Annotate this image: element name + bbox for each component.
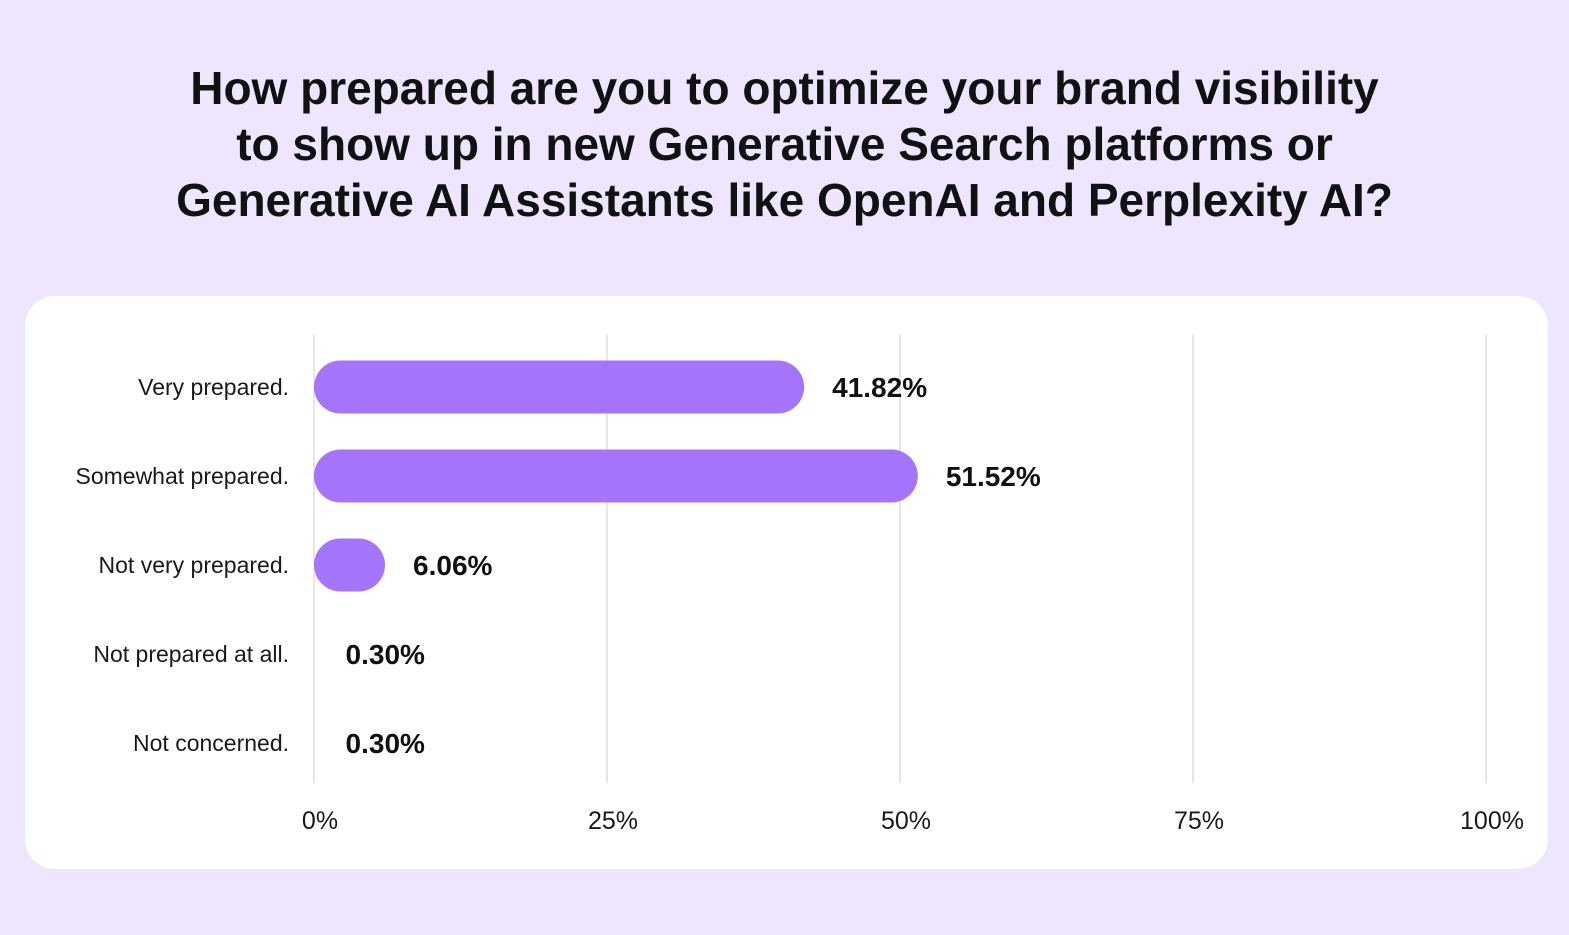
category-label: Somewhat prepared. [75,463,289,489]
bar-2 [314,449,918,503]
chart-title: How prepared are you to optimize your br… [0,60,1569,228]
chart-title-line-2: to show up in new Generative Search plat… [236,118,1333,170]
category-label: Not concerned. [133,730,289,756]
value-label: 0.30% [346,728,425,759]
x-tick-label-25: 25% [588,807,638,835]
value-label: 6.06% [413,550,492,581]
bar-1 [314,360,805,414]
value-label: 51.52% [946,461,1041,492]
x-tick-label-0: 0% [302,807,338,835]
x-tick-label-100: 100% [1460,807,1524,835]
value-label: 0.30% [346,639,425,670]
bar-3 [314,538,386,592]
x-tick-label-50: 50% [881,807,931,835]
category-label: Not very prepared. [99,552,289,578]
x-tick-label-75: 75% [1174,807,1224,835]
category-label: Very prepared. [138,374,289,400]
category-label: Not prepared at all. [93,641,289,667]
value-label: 41.82% [832,372,927,403]
chart-title-line-1: How prepared are you to optimize your br… [190,62,1379,114]
chart-title-line-3: Generative AI Assistants like OpenAI and… [176,174,1393,226]
